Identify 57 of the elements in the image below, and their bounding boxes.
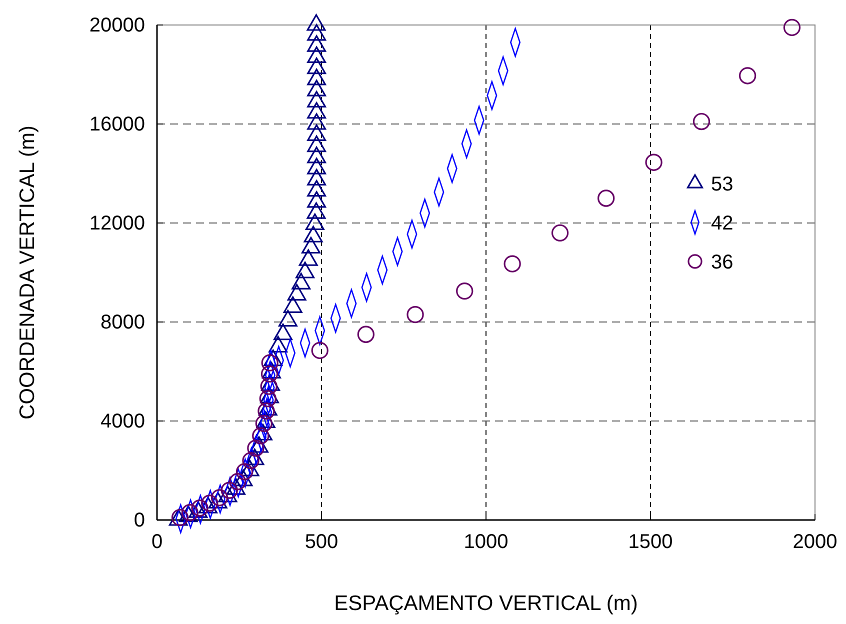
x-tick-label: 0 <box>151 531 163 554</box>
x-axis-title: ESPAÇAMENTO VERTICAL (m) <box>334 592 638 615</box>
point <box>307 102 326 119</box>
point <box>302 236 320 254</box>
x-tick-label: 1000 <box>464 531 508 554</box>
y-tick-label: 0 <box>134 509 145 532</box>
y-axis-title: COORDENADA VERTICAL (m) <box>16 125 39 420</box>
point <box>259 390 276 408</box>
point <box>307 113 326 130</box>
point <box>236 463 254 480</box>
point <box>307 135 326 152</box>
point <box>304 226 323 242</box>
point <box>357 326 374 343</box>
point <box>456 282 474 300</box>
point <box>261 354 278 372</box>
point <box>255 414 272 432</box>
point <box>306 14 326 31</box>
point <box>260 365 278 383</box>
point <box>220 482 238 499</box>
point <box>307 180 326 197</box>
point <box>260 378 278 395</box>
point <box>307 68 326 86</box>
y-tick-label: 20000 <box>89 14 145 36</box>
legend-label: 42 <box>711 212 734 234</box>
legend-label: 36 <box>711 251 734 274</box>
point <box>551 224 569 242</box>
point <box>307 46 326 63</box>
point <box>305 213 324 230</box>
y-tick-label: 12000 <box>89 212 145 234</box>
point <box>307 24 326 41</box>
y-tick-label: 16000 <box>89 113 145 136</box>
y-tick-label: 8000 <box>100 311 145 334</box>
point <box>307 146 326 164</box>
point <box>307 80 326 96</box>
x-tick-label: 2000 <box>792 531 838 554</box>
point <box>296 262 315 278</box>
point <box>311 342 328 360</box>
point <box>247 440 264 457</box>
point <box>307 168 326 186</box>
point <box>298 249 318 266</box>
point <box>307 58 326 74</box>
point <box>406 306 424 324</box>
y-tick-label: 4000 <box>100 410 145 432</box>
point <box>306 202 326 219</box>
point <box>504 255 521 272</box>
x-tick-label: 500 <box>304 531 338 554</box>
point <box>307 35 326 52</box>
legend-label: 53 <box>711 173 734 196</box>
point <box>307 124 326 141</box>
point <box>258 402 275 420</box>
point <box>252 427 270 444</box>
point <box>307 191 326 208</box>
point <box>229 473 246 490</box>
point <box>242 452 260 470</box>
point <box>307 158 326 174</box>
x-tick-label: 1500 <box>628 531 673 554</box>
point <box>307 90 326 108</box>
